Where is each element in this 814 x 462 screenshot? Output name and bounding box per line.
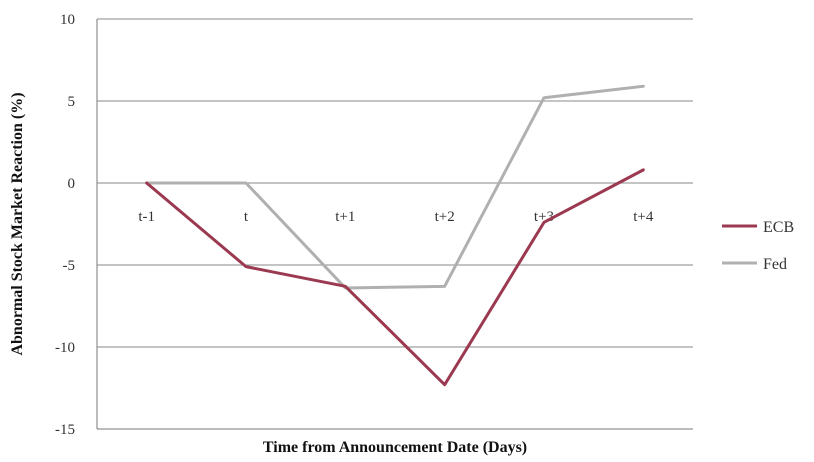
series-line-ecb <box>145 168 645 387</box>
x-axis-title: Time from Announcement Date (Days) <box>263 439 527 456</box>
y-tick-labels: 10 5 0 -5 -10 -15 <box>55 12 75 438</box>
y-tick-label: 0 <box>68 176 76 192</box>
legend: ECB Fed <box>722 219 794 273</box>
gridlines <box>96 18 693 430</box>
legend-label-ecb: ECB <box>763 219 794 236</box>
series-lines <box>145 84 645 387</box>
y-tick-label: 10 <box>60 12 75 28</box>
category-label: t+4 <box>633 209 654 225</box>
category-label: t-1 <box>138 209 155 225</box>
category-labels: t-1 t t+1 t+2 t+3 t+4 <box>138 209 654 225</box>
category-label: t <box>244 209 249 225</box>
category-label: t+1 <box>335 209 355 225</box>
y-tick-label: -5 <box>63 258 76 274</box>
y-tick-label: -15 <box>55 422 75 438</box>
y-tick-label: -10 <box>55 340 75 356</box>
legend-label-fed: Fed <box>763 256 787 273</box>
y-tick-label: 5 <box>68 94 76 110</box>
series-line-fed <box>145 84 645 290</box>
category-label: t+2 <box>435 209 455 225</box>
y-axis-title: Abnormal Stock Market Reaction (%) <box>9 92 26 355</box>
